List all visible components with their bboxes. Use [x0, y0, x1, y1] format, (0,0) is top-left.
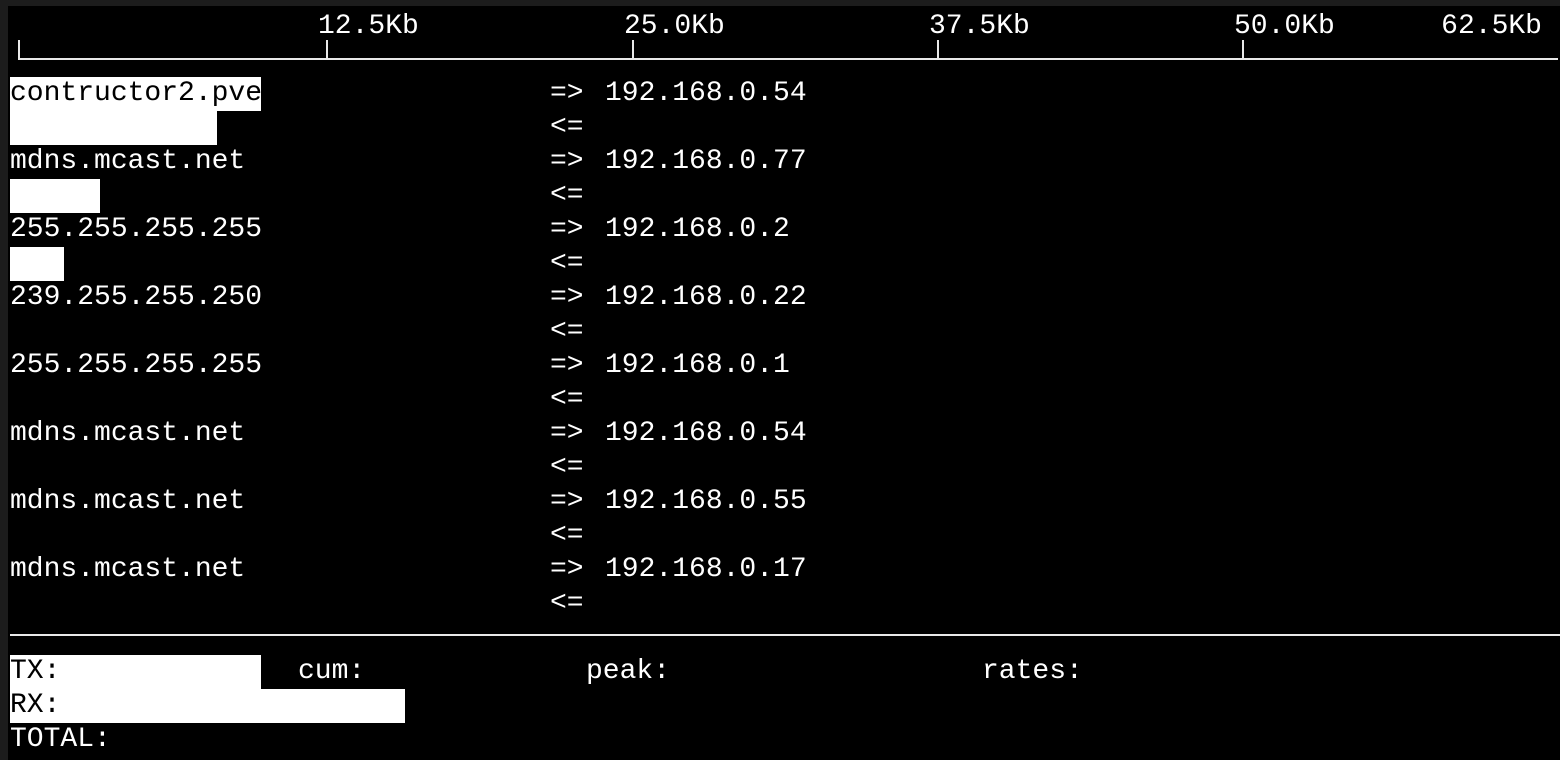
- arrow-out: =>: [550, 418, 584, 449]
- destination-host: 192.168.0.54: [605, 78, 807, 109]
- source-host: mdns.mcast.net: [10, 554, 246, 585]
- arrow-in: <=: [550, 384, 584, 415]
- destination-host: 192.168.0.2: [605, 214, 790, 245]
- source-host: mdns.mcast.net: [10, 486, 246, 517]
- destination-host: 192.168.0.77: [605, 146, 807, 177]
- scale-axis: [18, 58, 1558, 60]
- arrow-in: <=: [550, 180, 584, 211]
- totals-label: RX:: [10, 690, 61, 721]
- arrow-out: =>: [550, 486, 584, 517]
- peak-label: peak:: [586, 656, 671, 687]
- traffic-bar-in: [10, 179, 101, 213]
- scale-tick: [18, 40, 20, 60]
- arrow-out: =>: [550, 350, 584, 381]
- cum-label: cum:: [298, 656, 366, 687]
- scale-tick: [326, 40, 328, 60]
- arrow-in: <=: [550, 316, 584, 347]
- arrow-out: =>: [550, 146, 584, 177]
- source-host: 255.255.255.255: [10, 350, 263, 381]
- scale-label: 25.0Kb: [624, 11, 725, 42]
- arrow-in: <=: [550, 112, 584, 143]
- arrow-out: =>: [550, 214, 584, 245]
- scale-label: 37.5Kb: [929, 11, 1030, 42]
- scale-tick: [632, 40, 634, 60]
- destination-host: 192.168.0.22: [605, 282, 807, 313]
- separator-line: [10, 634, 1560, 636]
- totals-label: TX:: [10, 656, 61, 687]
- arrow-out: =>: [550, 554, 584, 585]
- arrow-out: =>: [550, 282, 584, 313]
- traffic-bar-in: [10, 247, 64, 281]
- total-bar: [10, 689, 406, 723]
- destination-host: 192.168.0.54: [605, 418, 807, 449]
- destination-host: 192.168.0.17: [605, 554, 807, 585]
- source-host: 239.255.255.250: [10, 282, 263, 313]
- source-host: mdns.mcast.net: [10, 146, 246, 177]
- arrow-in: <=: [550, 588, 584, 619]
- destination-host: 192.168.0.1: [605, 350, 790, 381]
- source-host: contructor2.pve: [10, 78, 263, 109]
- arrow-in: <=: [550, 248, 584, 279]
- traffic-bar-in: [10, 111, 218, 145]
- traffic-bar-out: [10, 77, 262, 111]
- scale-label: 12.5Kb: [318, 11, 419, 42]
- total-bar: [10, 655, 262, 689]
- arrow-out: =>: [550, 78, 584, 109]
- scale-tick: [1242, 40, 1244, 60]
- totals-label: TOTAL:: [10, 724, 111, 755]
- scale-tick: [937, 40, 939, 60]
- scale-label: 62.5Kb: [1441, 11, 1542, 42]
- arrow-in: <=: [550, 520, 584, 551]
- source-host: 255.255.255.255: [10, 214, 263, 245]
- rates-label: rates:: [982, 656, 1083, 687]
- destination-host: 192.168.0.55: [605, 486, 807, 517]
- scale-label: 50.0Kb: [1234, 11, 1335, 42]
- source-host: mdns.mcast.net: [10, 418, 246, 449]
- arrow-in: <=: [550, 452, 584, 483]
